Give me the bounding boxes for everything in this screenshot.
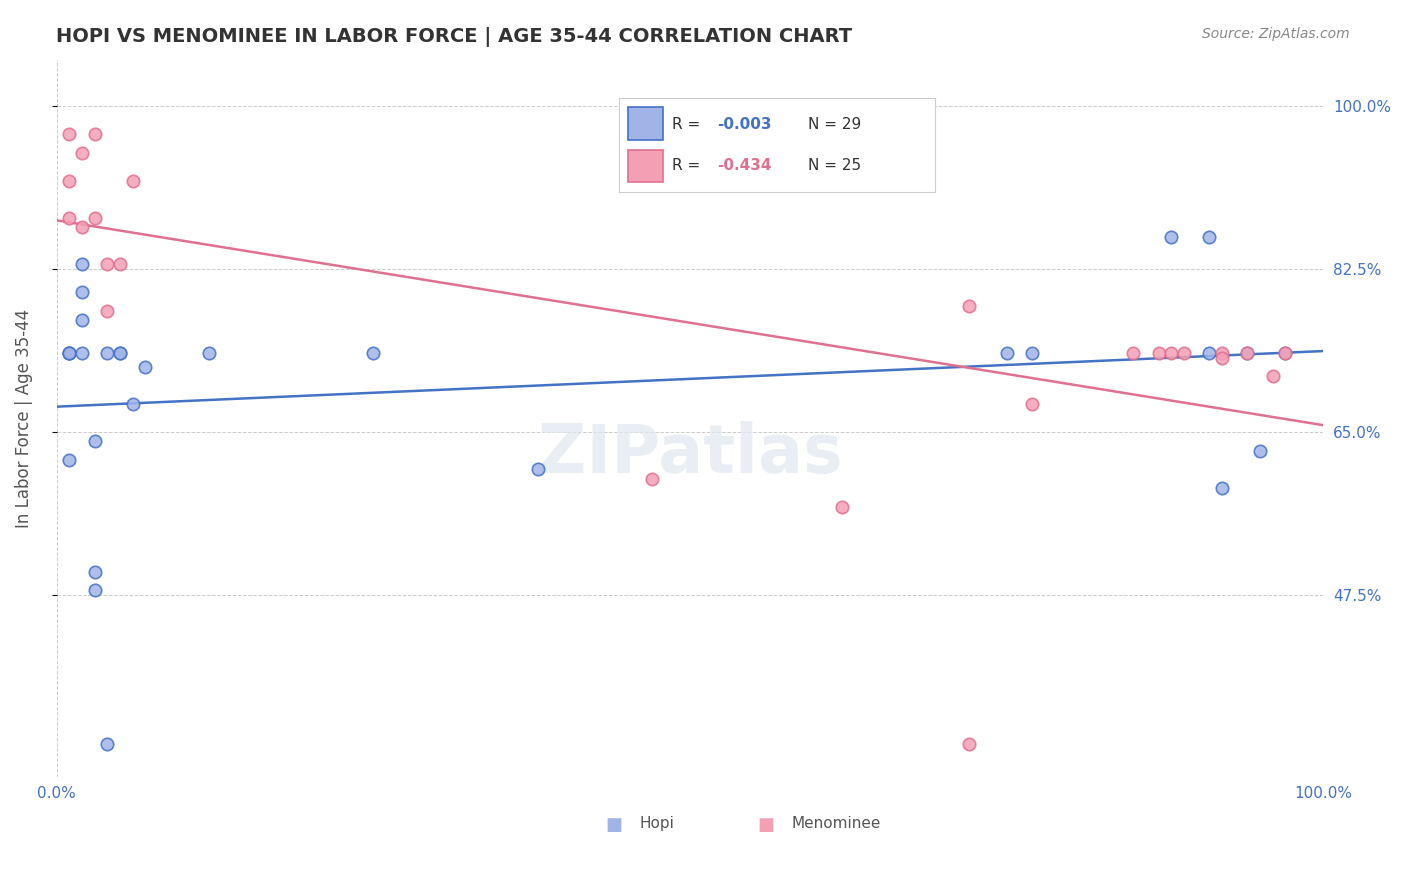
Text: -0.003: -0.003 <box>717 117 772 132</box>
Text: ■: ■ <box>606 816 623 834</box>
Point <box>108 257 131 271</box>
Point <box>58 211 80 225</box>
Point <box>58 346 80 360</box>
Point <box>58 346 80 360</box>
Text: ■: ■ <box>758 816 775 834</box>
FancyBboxPatch shape <box>628 150 664 183</box>
Point <box>121 397 143 411</box>
Point <box>70 220 93 235</box>
Point <box>58 346 80 360</box>
Point <box>70 285 93 300</box>
Point <box>527 462 550 476</box>
Point <box>1160 229 1182 244</box>
Point <box>70 145 93 160</box>
Point <box>134 359 156 374</box>
Point <box>70 257 93 271</box>
Point <box>58 127 80 141</box>
Point <box>70 313 93 327</box>
Point <box>831 500 853 514</box>
FancyBboxPatch shape <box>628 108 664 140</box>
Point <box>1249 443 1271 458</box>
Point <box>995 346 1018 360</box>
Point <box>108 346 131 360</box>
Text: R =: R = <box>672 158 706 173</box>
Point <box>108 346 131 360</box>
Point <box>83 127 105 141</box>
Point <box>83 211 105 225</box>
Point <box>1160 346 1182 360</box>
Text: Hopi: Hopi <box>640 816 673 831</box>
Point <box>1211 351 1233 365</box>
Point <box>1198 346 1220 360</box>
Text: HOPI VS MENOMINEE IN LABOR FORCE | AGE 35-44 CORRELATION CHART: HOPI VS MENOMINEE IN LABOR FORCE | AGE 3… <box>56 27 852 46</box>
Point <box>83 434 105 449</box>
Text: Source: ZipAtlas.com: Source: ZipAtlas.com <box>1202 27 1350 41</box>
Point <box>70 346 93 360</box>
Point <box>83 565 105 579</box>
Point <box>58 174 80 188</box>
Point <box>1274 346 1296 360</box>
Point <box>641 472 664 486</box>
Point <box>1173 346 1195 360</box>
Point <box>361 346 384 360</box>
Point <box>1122 346 1144 360</box>
Point <box>1211 346 1233 360</box>
Point <box>96 304 118 318</box>
Point <box>96 257 118 271</box>
Point <box>96 346 118 360</box>
Y-axis label: In Labor Force | Age 35-44: In Labor Force | Age 35-44 <box>15 309 32 528</box>
Text: N = 29: N = 29 <box>808 117 862 132</box>
Point <box>957 737 980 751</box>
Point <box>1236 346 1258 360</box>
Point <box>1147 346 1170 360</box>
Text: 100.0%: 100.0% <box>1295 786 1353 801</box>
Point <box>1021 397 1043 411</box>
Point <box>1261 369 1284 384</box>
Text: -0.434: -0.434 <box>717 158 772 173</box>
Point <box>1274 346 1296 360</box>
Point <box>121 174 143 188</box>
Point <box>1211 481 1233 495</box>
Text: 0.0%: 0.0% <box>37 786 76 801</box>
Text: R =: R = <box>672 117 706 132</box>
Point <box>58 453 80 467</box>
Point <box>1198 229 1220 244</box>
Point <box>83 583 105 598</box>
Point <box>957 299 980 313</box>
Point <box>1236 346 1258 360</box>
Text: N = 25: N = 25 <box>808 158 862 173</box>
Text: Menominee: Menominee <box>792 816 880 831</box>
Point <box>197 346 219 360</box>
Point <box>96 737 118 751</box>
Text: ZIPatlas: ZIPatlas <box>537 421 842 487</box>
Point <box>1021 346 1043 360</box>
